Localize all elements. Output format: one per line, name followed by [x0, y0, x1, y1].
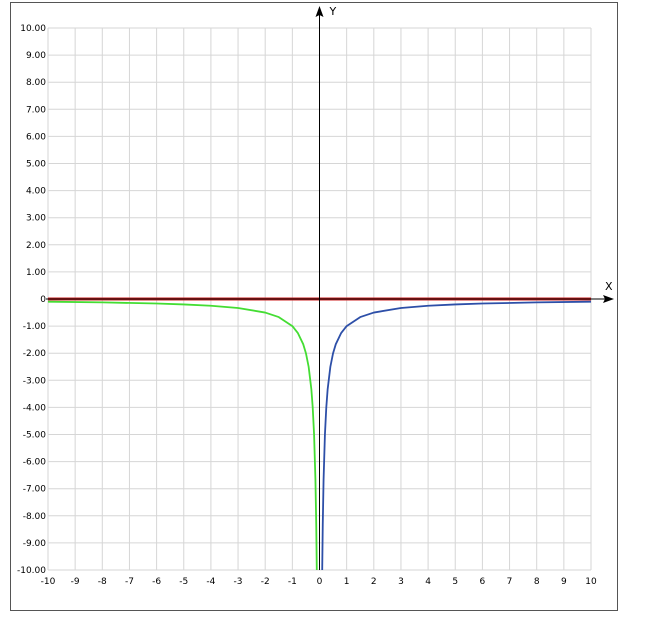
x-tick-label: 5 — [452, 577, 458, 587]
series-line-2 — [321, 300, 592, 571]
x-tick-label: 9 — [561, 577, 567, 587]
y-tick-label: -5.00 — [23, 431, 47, 441]
y-tick-label: -3.00 — [23, 376, 47, 386]
x-tick-label: -7 — [125, 577, 134, 587]
x-tick-label: 4 — [425, 577, 431, 587]
y-tick-label: 5.00 — [26, 160, 46, 170]
y-axis-title: Y — [329, 5, 337, 18]
x-tick-label: 10 — [585, 577, 597, 587]
y-tick-label: -2.00 — [23, 349, 47, 359]
y-tick-label: 2.00 — [26, 241, 46, 251]
x-tick-label: -8 — [98, 577, 107, 587]
x-tick-label: 0 — [317, 577, 323, 587]
x-tick-label: 1 — [344, 577, 350, 587]
x-tick-label: 8 — [534, 577, 540, 587]
y-tick-label: -10.00 — [17, 566, 46, 576]
axes — [46, 6, 614, 570]
y-tick-label: 4.00 — [26, 187, 46, 197]
y-tick-label: -7.00 — [23, 485, 47, 495]
y-axis-arrow — [315, 6, 324, 17]
y-tick-label: 1.00 — [26, 268, 46, 278]
x-tick-label: -6 — [152, 577, 161, 587]
x-tick-label: 2 — [371, 577, 377, 587]
x-tick-label: -1 — [288, 577, 297, 587]
y-tick-label: -4.00 — [23, 403, 47, 413]
y-tick-label: -6.00 — [23, 458, 47, 468]
series-line-1 — [47, 300, 318, 571]
y-tick-label: 10.00 — [20, 24, 46, 34]
y-tick-label: 6.00 — [26, 132, 46, 142]
x-tick-label: 6 — [480, 577, 486, 587]
y-tick-label: 8.00 — [26, 78, 46, 88]
x-tick-label: -3 — [234, 577, 243, 587]
x-tick-label: -10 — [41, 577, 56, 587]
x-tick-label: 3 — [398, 577, 404, 587]
x-tick-label: -4 — [206, 577, 215, 587]
tick-labels: -10 -9 -8 -7 -6 -5 -4 -3 -2 -1 0 1 2 3 4 5 6 7 8 9 1010.009.… — [17, 24, 597, 587]
y-tick-label: -9.00 — [23, 539, 47, 549]
x-tick-label: -9 — [71, 577, 80, 587]
x-tick-label: 7 — [507, 577, 513, 587]
y-tick-label: 9.00 — [26, 51, 46, 61]
x-tick-label: -5 — [179, 577, 188, 587]
y-tick-label: 0 — [40, 295, 46, 305]
chart-frame — [10, 2, 618, 611]
x-tick-label: -2 — [261, 577, 270, 587]
y-tick-label: 7.00 — [26, 105, 46, 115]
x-axis-title: X — [605, 280, 613, 293]
y-tick-label: 3.00 — [26, 214, 46, 224]
y-tick-label: -8.00 — [23, 512, 47, 522]
y-tick-label: -1.00 — [23, 322, 47, 332]
x-axis-arrow — [603, 295, 614, 303]
